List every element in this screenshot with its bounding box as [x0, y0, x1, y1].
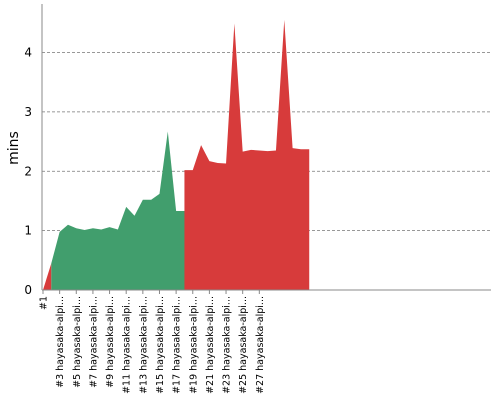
- y-tick-label-0: 0: [24, 283, 32, 297]
- x-tick-label-build-23: #23 hayasaka-alpi...: [222, 296, 233, 394]
- y-axis-title: mins: [6, 131, 22, 165]
- x-tick-label-build-19: #19 hayasaka-alpi...: [188, 296, 199, 394]
- duration-areas: [43, 19, 310, 291]
- y-tick-label-1: 1: [24, 224, 32, 238]
- x-tick-labels: #1 #3 hayasaka-alpi... #5 hayasaka-alpi...…: [39, 296, 266, 394]
- x-tick-label-build-5: #5 hayasaka-alpi...: [72, 296, 83, 388]
- y-tick-label-3: 3: [24, 105, 32, 119]
- duration-area-segment-3: [184, 19, 310, 291]
- x-tick-label-build-11: #11 hayasaka-alpi...: [122, 296, 133, 394]
- x-tick-label-build-1: #1: [39, 296, 50, 310]
- y-tick-label-4: 4: [24, 46, 32, 60]
- x-tick-label-build-21: #21 hayasaka-alpi...: [205, 296, 216, 394]
- x-tick-label-build-15: #15 hayasaka-alpi...: [155, 296, 166, 394]
- x-tick-label-build-27: #27 hayasaka-alpi...: [255, 296, 266, 394]
- x-tick-label-build-25: #25 hayasaka-alpi...: [238, 296, 249, 394]
- axes: [41, 4, 491, 294]
- x-tick-label-build-9: #9 hayasaka-alpi...: [105, 296, 116, 388]
- duration-area-segment-2: [51, 131, 193, 290]
- y-tick-labels: 0 1 2 3 4: [24, 46, 32, 297]
- y-tick-label-2: 2: [24, 164, 32, 178]
- duration-area-segment-1: [43, 263, 52, 290]
- x-tick-label-build-13: #13 hayasaka-alpi...: [138, 296, 149, 394]
- x-tick-label-build-7: #7 hayasaka-alpi...: [88, 296, 99, 388]
- x-tick-label-build-3: #3 hayasaka-alpi...: [55, 296, 66, 388]
- x-tick-label-build-17: #17 hayasaka-alpi...: [172, 296, 183, 394]
